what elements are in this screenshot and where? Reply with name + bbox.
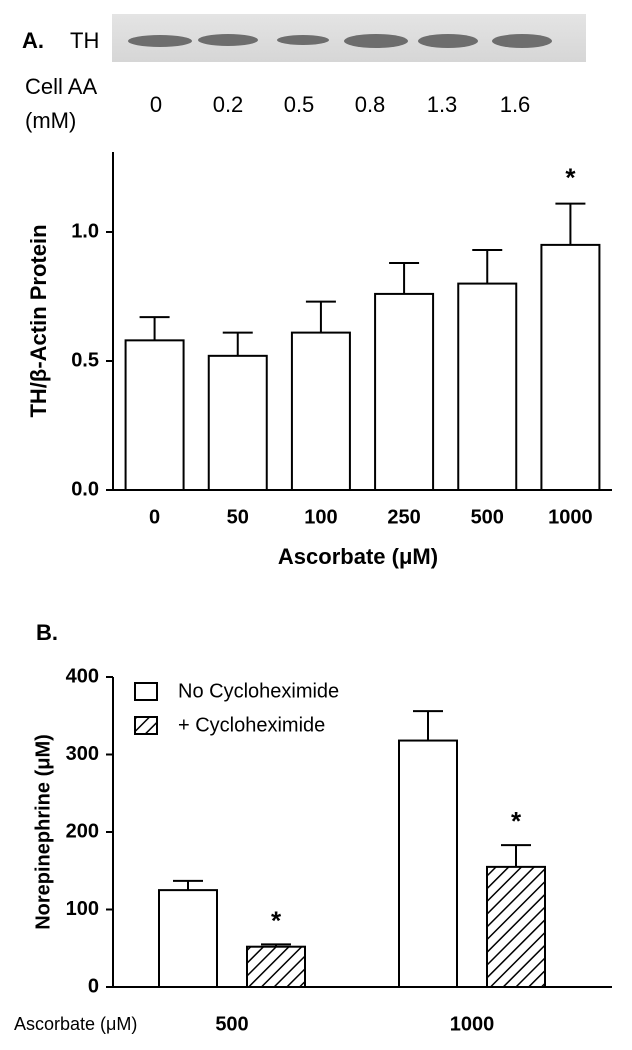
significance-marker: *: [565, 162, 576, 192]
cell-aa-value: 0.8: [355, 92, 386, 117]
legend-swatch: [134, 716, 158, 735]
y-tick-label: 100: [66, 898, 99, 920]
panel-label: B.: [36, 620, 58, 645]
y-tick-label: 0.0: [71, 478, 99, 500]
y-tick-label: 0.5: [71, 349, 99, 371]
cell-aa-value: 0.5: [284, 92, 315, 117]
bar: [246, 945, 306, 989]
legend-swatch: [134, 682, 158, 701]
bar: [290, 331, 351, 491]
x-tick-label: 100: [304, 506, 337, 528]
x-tick-label: 500: [215, 1013, 248, 1035]
cell-aa-value: 1.3: [427, 92, 458, 117]
y-tick-label: 1.0: [71, 220, 99, 242]
row-label: Cell AA: [25, 74, 97, 99]
x-tick-label: 50: [227, 506, 249, 528]
y-tick-label: 400: [66, 665, 99, 687]
bar: [207, 354, 268, 491]
legend-label: + Cycloheximide: [178, 714, 325, 736]
cell-aa-value: 0.2: [213, 92, 244, 117]
bar: [374, 292, 435, 491]
x-tick-label: 1000: [548, 506, 593, 528]
row-label: (mM): [25, 108, 76, 133]
cell-aa-value: 0: [150, 92, 162, 117]
panel-label: A.: [22, 28, 44, 53]
y-tick-label: 0: [88, 975, 99, 997]
bar: [158, 889, 218, 988]
x-axis-label: Ascorbate (μM): [278, 544, 438, 569]
cell-aa-value: 1.6: [500, 92, 531, 117]
x-tick-label: 500: [471, 506, 504, 528]
x-axis-label: Ascorbate (μM): [14, 1014, 137, 1034]
x-tick-label: 250: [387, 506, 420, 528]
bar: [124, 339, 185, 491]
blot-label: TH: [70, 28, 99, 53]
bar: [457, 282, 518, 492]
bar: [398, 739, 458, 988]
significance-marker: *: [271, 905, 282, 935]
legend-label: No Cycloheximide: [178, 680, 339, 702]
y-tick-label: 300: [66, 743, 99, 765]
bar: [540, 243, 601, 491]
blot-bands: [128, 34, 552, 48]
x-tick-label: 0: [149, 506, 160, 528]
bar: [486, 865, 546, 988]
y-tick-label: 200: [66, 820, 99, 842]
x-tick-label: 1000: [450, 1013, 495, 1035]
y-axis-label: Norepinephrine (μM): [32, 734, 54, 930]
y-axis-label: TH/β-Actin Protein: [26, 224, 51, 417]
significance-marker: *: [511, 806, 522, 836]
